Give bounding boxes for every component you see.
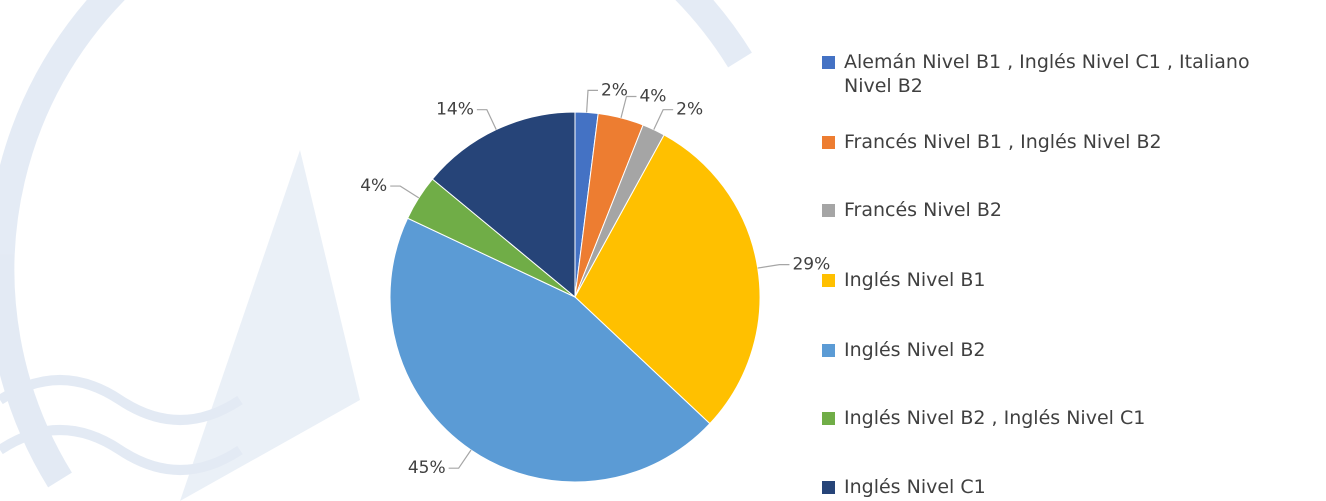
legend-swatch [822,344,835,357]
pie-slice [574,134,761,425]
pie: 2% 4% 2% 29% 45% 4% 14% [360,80,830,483]
legend-label: Alemán Nivel B1 , Inglés Nivel C1 , Ital… [844,51,1250,97]
legend-label: Inglés Nivel B2 [844,339,986,361]
pie-slice [431,111,576,299]
data-label: 2% [601,80,628,100]
data-label: 2% [676,100,703,120]
leader-line [653,109,674,130]
data-label: 14% [436,100,474,120]
legend-label: Inglés Nivel B2 , Inglés Nivel C1 [844,407,1146,429]
legend-swatch [822,56,835,69]
data-label: 45% [408,458,446,478]
legend-item: Alemán Nivel B1 , Inglés Nivel C1 , Ital… [822,50,1292,98]
leader-line [448,449,472,469]
legend-label: Inglés Nivel C1 [844,476,986,498]
data-label: 4% [360,176,387,196]
legend-item: Inglés Nivel B1 [822,268,1292,292]
leader-line [620,95,637,118]
legend-item: Inglés Nivel B2 , Inglés Nivel C1 [822,406,1292,430]
legend-swatch [822,136,835,149]
legend-label: Inglés Nivel B1 [844,269,986,291]
pie-slice [389,217,711,483]
leader-line [476,109,497,130]
data-label: 29% [792,255,830,275]
watermark [0,0,752,501]
legend-label: Francés Nivel B1 , Inglés Nivel B2 [844,131,1162,153]
legend-item: Francés Nivel B2 [822,198,1292,222]
legend-swatch [822,204,835,217]
legend-label: Francés Nivel B2 [844,199,1002,221]
legend-swatch [822,274,835,287]
leader-line [390,185,420,199]
leader-line [586,89,598,113]
legend-swatch [822,481,835,494]
data-label: 4% [639,87,666,107]
leader-line [757,264,790,269]
legend-item: Francés Nivel B1 , Inglés Nivel B2 [822,130,1292,154]
legend-item: Inglés Nivel B2 [822,338,1292,362]
legend-swatch [822,412,835,425]
legend-item: Inglés Nivel C1 [822,475,1292,499]
